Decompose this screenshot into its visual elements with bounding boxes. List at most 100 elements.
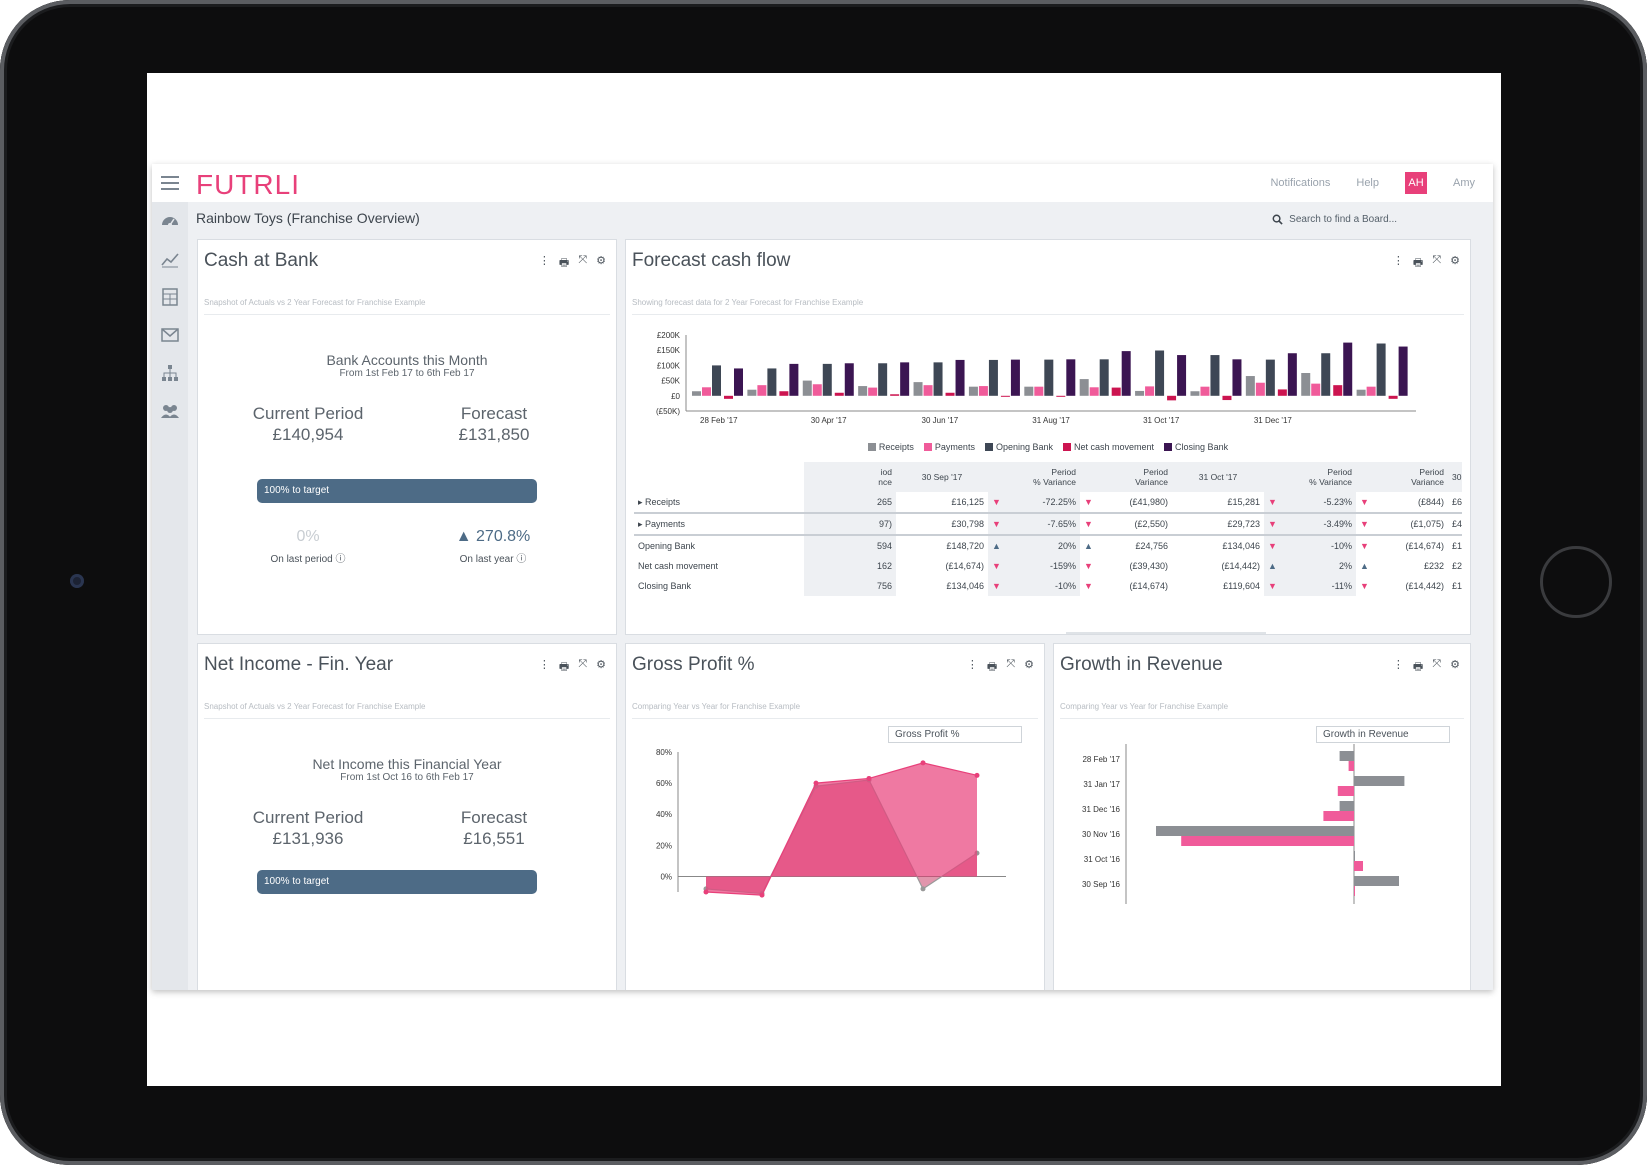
menu-icon[interactable]: ⋮ [538,255,550,267]
dashboard-icon[interactable] [152,202,188,240]
panel-tools: ⋮ 🖶 ⤧ ⚙ [1393,658,1460,677]
menu-icon[interactable]: ⋮ [966,659,978,671]
home-button[interactable] [1540,546,1612,618]
table-cell: ▼ -7.65% [988,513,1080,536]
legend-item[interactable]: Opening Bank [984,442,1053,452]
search-placeholder: Search to find a Board... [1289,214,1397,225]
forecast-cash-flow-panel: Forecast cash flow ⋮ 🖶 ⤧ ⚙ Showing forec… [625,239,1471,635]
hamburger-menu-icon[interactable] [161,176,179,190]
settings-icon[interactable]: ⚙ [1024,659,1034,671]
calculator-icon[interactable] [152,278,188,316]
table-row[interactable]: Opening Bank 594 £148,720 ▲ 20% ▲ £24,756 £134,… [634,535,1462,556]
line-chart-icon[interactable] [152,240,188,278]
org-chart-icon[interactable] [152,354,188,392]
menu-icon[interactable]: ⋮ [1392,255,1404,267]
print-icon[interactable]: 🖶 [1412,257,1424,269]
cell-value: £24,756 [1135,541,1168,551]
info-icon[interactable]: ⓘ [335,554,346,565]
print-icon[interactable]: 🖶 [986,661,998,673]
table-cell: £119 [1448,535,1462,556]
board-search[interactable]: Search to find a Board... [1272,214,1397,225]
x-tick-label: 31 Aug '17 [1032,416,1070,425]
table-cell: 97) [804,513,896,536]
down-triangle-icon: ▼ [1268,541,1277,551]
cell-value: 265 [876,497,892,507]
legend-item[interactable]: Closing Bank [1164,442,1228,452]
table-cell: 594 [804,535,896,556]
bar-closing-bank [1121,351,1131,396]
row-label[interactable]: ▸ Receipts [634,492,784,514]
settings-icon[interactable]: ⚙ [596,659,606,671]
expand-icon[interactable]: ⤧ [1006,658,1016,670]
bar-receipts [1135,390,1145,396]
growth-revenue-bar-chart: 28 Feb '17 31 Jan '17 31 Dec '16 30 Nov '16… [1082,744,1405,904]
table-row[interactable]: ▸ Payments 97) £30,798 ▼ -7.65% ▼ (£2,550) £29,… [634,513,1462,536]
cell-value: £16,125 [951,497,984,507]
x-tick-label: 28 Feb '17 [700,416,738,425]
expand-icon[interactable]: ⤧ [578,658,588,670]
divider [632,314,1464,315]
expand-icon[interactable]: ⤧ [578,254,588,266]
last-year-pct-value: 270.8% [476,528,531,545]
print-icon[interactable]: 🖶 [558,661,570,673]
table-row[interactable]: Closing Bank 756 £134,046 ▼ -10% ▼ (£14,674) £1… [634,576,1462,596]
settings-icon[interactable]: ⚙ [1450,659,1460,671]
cell-value: -159% [1049,561,1076,571]
row-label[interactable]: ▸ Payments [634,513,784,536]
bar-net-cash-movement [1388,395,1398,399]
table-cell: ▲ £232 [1356,556,1448,576]
users-icon[interactable] [152,392,188,430]
bar-payments [868,387,878,396]
settings-icon[interactable]: ⚙ [596,255,606,267]
cell-value: -10% [1330,541,1352,551]
y-tick-label: 80% [656,748,672,757]
table-row[interactable]: Net cash movement 162 (£14,674) ▼ -159% ▼ (£39… [634,556,1462,576]
bar-closing-bank [1010,359,1020,396]
column-header[interactable]: 31 Oct '17 [1172,462,1264,492]
down-triangle-icon: ▼ [1084,581,1093,591]
up-triangle-icon: ▲ [1084,541,1093,551]
expand-icon[interactable]: ⤧ [1432,658,1442,670]
column-header[interactable]: Period Variance [1356,462,1448,492]
bar-current [1181,836,1354,846]
column-header[interactable]: 30 Nov '17 [1448,462,1462,492]
bar-net-cash-movement [779,391,789,396]
print-icon[interactable]: 🖶 [558,257,570,269]
table-cell: 162 [804,556,896,576]
legend-item[interactable]: Net cash movement [1063,442,1154,452]
board-bar: Rainbow Toys (Franchise Overview) Search… [188,202,1493,238]
print-icon[interactable]: 🖶 [1412,661,1424,673]
help-link[interactable]: Help [1356,177,1379,189]
down-triangle-icon: ▼ [1268,497,1277,507]
column-header[interactable]: iod nce [804,462,896,492]
horizontal-scrollbar[interactable] [1066,632,1266,634]
column-header[interactable]: Period % Variance [1264,462,1356,492]
chart-legend-box[interactable]: Gross Profit % [888,726,1022,743]
chart-legend-box[interactable]: Growth in Revenue [1316,726,1450,743]
bar-opening-bank [822,363,832,396]
settings-icon[interactable]: ⚙ [1450,255,1460,267]
expand-icon[interactable]: ⤧ [1432,254,1442,266]
bar-prior [1339,801,1354,811]
spacer-cell [784,556,804,576]
column-header[interactable]: 30 Sep '17 [896,462,988,492]
data-point [866,775,872,781]
mail-icon[interactable] [152,316,188,354]
y-tick-label: 30 Nov '16 [1082,830,1121,839]
column-header[interactable]: Period % Variance [988,462,1080,492]
menu-icon[interactable]: ⋮ [538,659,550,671]
column-header[interactable]: Period Variance [1080,462,1172,492]
legend-item[interactable]: Receipts [867,442,914,452]
table-row[interactable]: ▸ Receipts 265 £16,125 ▼ -72.25% ▼ (£41,980) £1… [634,492,1462,514]
user-name[interactable]: Amy [1453,177,1475,189]
screen: FUTRLI Notifications Help AH Amy [147,73,1501,1086]
row-label: Opening Bank [638,541,696,551]
legend-item[interactable]: Payments [923,442,975,452]
info-icon[interactable]: ⓘ [516,554,527,565]
menu-icon[interactable]: ⋮ [1392,659,1404,671]
up-triangle-icon: ▲ [455,528,472,545]
notifications-link[interactable]: Notifications [1270,177,1331,189]
board-title[interactable]: Rainbow Toys (Franchise Overview) [196,210,420,226]
table-cell: 265 [804,492,896,514]
avatar[interactable]: AH [1405,172,1427,194]
